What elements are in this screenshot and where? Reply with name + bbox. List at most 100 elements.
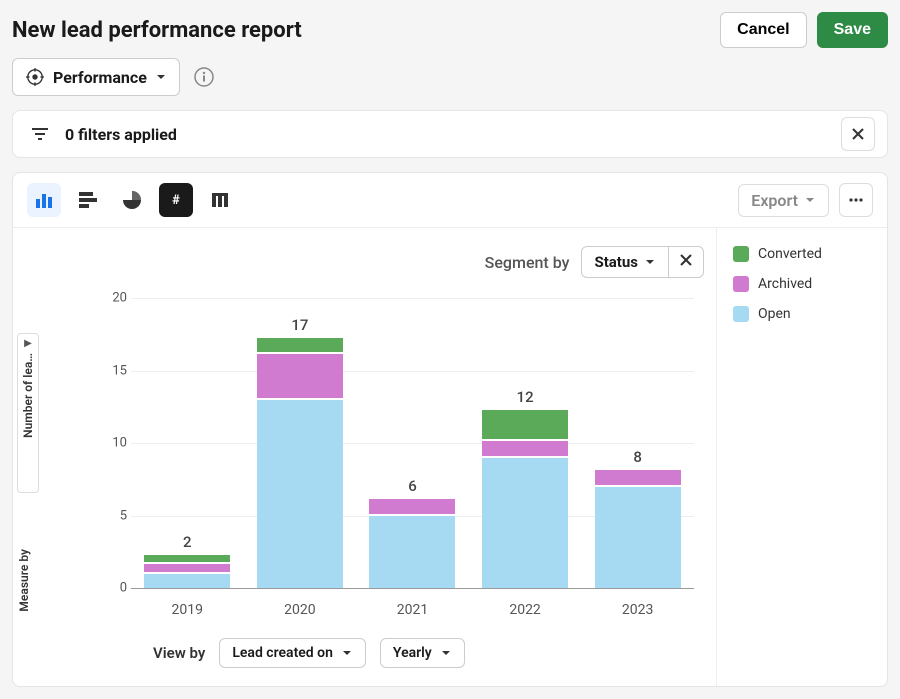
y-tick-label: 10: [81, 436, 127, 451]
y-axis-collapse[interactable]: ▶ Number of lea…: [17, 333, 39, 493]
y-tick-label: 5: [81, 508, 127, 523]
report-type-label: Performance: [53, 68, 147, 87]
bar-stack[interactable]: [257, 338, 343, 589]
bar-segment[interactable]: [369, 499, 455, 514]
bar-slot: 6: [367, 477, 457, 588]
view-by-label: View by: [153, 644, 205, 662]
legend-swatch: [733, 276, 749, 292]
bar-total-label: 2: [183, 533, 192, 551]
bar-slot: 8: [593, 448, 683, 588]
bar-segment[interactable]: [482, 458, 568, 589]
bar-segment[interactable]: [482, 410, 568, 439]
x-tick-label: 2021: [367, 602, 457, 618]
export-button[interactable]: Export: [738, 184, 829, 217]
x-axis-labels: 2019 2020 2021 2022 2023: [131, 602, 694, 618]
caret-down-icon: [440, 647, 452, 659]
info-icon[interactable]: [194, 67, 214, 87]
number-chart-icon: #: [167, 191, 185, 209]
bar-segment[interactable]: [595, 487, 681, 589]
segment-value: Status: [594, 253, 638, 271]
bar-segment[interactable]: [144, 555, 230, 562]
bar-slot: 2: [142, 533, 232, 588]
x-tick-label: 2023: [593, 602, 683, 618]
chart-type-toolbar: #: [27, 183, 237, 217]
y-tick-label: 0: [81, 581, 127, 596]
page-title: New lead performance report: [12, 18, 302, 43]
view-by-granularity-value: Yearly: [393, 645, 432, 661]
clear-segment-button[interactable]: [669, 247, 703, 277]
segment-by-label: Segment by: [485, 253, 570, 272]
bar-slot: 17: [255, 316, 345, 589]
x-tick-label: 2019: [142, 602, 232, 618]
bar-total-label: 6: [408, 477, 417, 495]
view-by-dimension-selector[interactable]: Lead created on: [219, 638, 366, 668]
bar-stack[interactable]: [595, 470, 681, 588]
bar-stack[interactable]: [144, 555, 230, 588]
more-horizontal-icon: [847, 191, 865, 209]
bar-total-label: 12: [517, 388, 534, 406]
caret-down-icon: [155, 71, 167, 83]
cancel-button[interactable]: Cancel: [720, 12, 806, 48]
bar-slot: 12: [480, 388, 570, 588]
close-icon: [850, 126, 866, 142]
bar-segment[interactable]: [595, 470, 681, 485]
x-tick-label: 2022: [480, 602, 570, 618]
table-chart-type[interactable]: [203, 183, 237, 217]
caret-down-icon: [804, 194, 816, 206]
bar-chart-icon: [33, 189, 55, 211]
report-type-selector[interactable]: Performance: [12, 58, 180, 96]
legend-item[interactable]: Converted: [733, 246, 871, 262]
legend-label: Converted: [758, 246, 822, 262]
bar-segment[interactable]: [257, 400, 343, 589]
view-by-dimension-value: Lead created on: [232, 645, 333, 661]
bar-segment[interactable]: [482, 441, 568, 456]
x-axis-line: [131, 588, 694, 589]
chart-panel: # Export: [12, 172, 888, 687]
bar-segment[interactable]: [369, 516, 455, 589]
bar-segment[interactable]: [144, 574, 230, 589]
caret-down-icon: [644, 256, 656, 268]
x-tick-label: 2020: [255, 602, 345, 618]
legend-swatch: [733, 246, 749, 262]
chart-legend: Converted Archived Open: [717, 228, 887, 686]
pie-chart-type[interactable]: [115, 183, 149, 217]
table-chart-icon: [209, 189, 231, 211]
close-icon: [679, 253, 693, 267]
save-button[interactable]: Save: [817, 12, 888, 48]
pie-chart-icon: [121, 189, 143, 211]
filter-bar[interactable]: 0 filters applied: [12, 110, 888, 158]
svg-text:#: #: [172, 193, 180, 208]
hbar-chart-icon: [77, 189, 99, 211]
caret-right-icon: ▶: [24, 338, 32, 349]
more-options-button[interactable]: [839, 183, 873, 217]
legend-item[interactable]: Archived: [733, 276, 871, 292]
y-tick-label: 15: [81, 363, 127, 378]
target-icon: [25, 67, 45, 87]
bar-segment[interactable]: [257, 354, 343, 398]
legend-item[interactable]: Open: [733, 306, 871, 322]
bar-chart-type[interactable]: [27, 183, 61, 217]
bar-segment[interactable]: [144, 564, 230, 571]
legend-swatch: [733, 306, 749, 322]
stacked-bar-chart: 05101520217612820192020202120222023: [81, 298, 704, 618]
bar-segment[interactable]: [257, 338, 343, 353]
filter-summary: 0 filters applied: [65, 125, 177, 144]
number-chart-type[interactable]: #: [159, 183, 193, 217]
y-tick-label: 20: [81, 291, 127, 306]
legend-label: Archived: [758, 276, 812, 292]
export-label: Export: [751, 191, 798, 210]
bar-total-label: 17: [291, 316, 308, 334]
bar-stack[interactable]: [369, 499, 455, 588]
legend-label: Open: [758, 306, 791, 322]
hbar-chart-type[interactable]: [71, 183, 105, 217]
segment-selector[interactable]: Status: [582, 247, 669, 277]
bar-total-label: 8: [633, 448, 642, 466]
measure-by-label: Measure by: [17, 549, 31, 612]
bars-container: 2 17 6 12 8: [131, 298, 694, 588]
y-axis-collapse-label: Number of lea…: [21, 353, 35, 438]
clear-filters-button[interactable]: [841, 117, 875, 151]
bar-stack[interactable]: [482, 410, 568, 588]
filter-icon: [29, 123, 51, 145]
caret-down-icon: [341, 647, 353, 659]
view-by-granularity-selector[interactable]: Yearly: [380, 638, 465, 668]
